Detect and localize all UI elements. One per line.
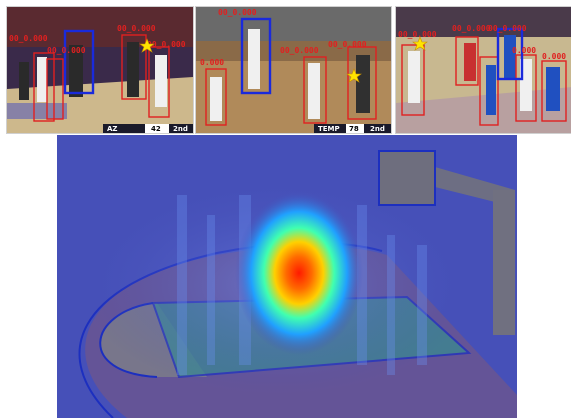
bbox-label: 00_0.000 (117, 24, 156, 33)
bbox-label: 0.000 (512, 46, 536, 55)
player-silhouettes (210, 29, 370, 121)
detection-box (401, 44, 425, 116)
bbox-label: 00_0.000 (328, 40, 367, 49)
scoreboard-team: AZ (107, 125, 118, 133)
frame-3-canvas: 00_0.000 00_0.000 00_0.000 0.000 0.000 (396, 7, 571, 133)
court-heatmap-canvas (57, 135, 517, 418)
highlight-box (240, 17, 272, 95)
backboard-post (493, 190, 515, 335)
bbox-label: 0.000 (542, 52, 566, 61)
scoreboard: TEMP 78 2nd (314, 124, 391, 133)
video-frame-2: 00_0.000 00_0.000 00_0.000 0.000 TEMP 78… (195, 6, 392, 134)
detection-box (205, 68, 227, 126)
detection-box (46, 58, 64, 120)
star-icon (139, 38, 155, 53)
scoreboard-score: 42 (151, 125, 161, 133)
backboard-panel (378, 150, 436, 206)
bbox-label: 00_0.000 (488, 24, 527, 33)
detection-box (303, 56, 327, 124)
scoreboard-period: 2nd (370, 125, 385, 133)
detection-box (479, 56, 499, 126)
detection-box (33, 52, 55, 122)
bbox-label: 00_0.000 (280, 46, 319, 55)
bbox-label: 00_0.000 (452, 24, 491, 33)
backboard (378, 150, 515, 335)
detection-box (541, 60, 567, 122)
frame-2-canvas: 00_0.000 00_0.000 00_0.000 0.000 TEMP 78… (196, 7, 391, 133)
scoreboard-period: 2nd (173, 125, 188, 133)
detection-box (148, 46, 170, 118)
frame-1-canvas: 00_0.000 00_0.000 00_0.000 00_0.000 AZ 4… (7, 7, 193, 133)
video-frame-1: 00_0.000 00_0.000 00_0.000 00_0.000 AZ 4… (6, 6, 194, 134)
bbox-label: 00_0.000 (218, 8, 257, 17)
scoreboard-team: TEMP (318, 125, 340, 133)
star-icon (346, 68, 362, 83)
detection-box (347, 46, 377, 120)
heatmap-hotspot (235, 191, 363, 355)
detection-box (121, 34, 147, 100)
bbox-label: 00_0.000 (398, 30, 437, 39)
player-silhouettes (19, 42, 167, 107)
bbox-label: 00_0.000 (147, 40, 186, 49)
player-silhouettes (408, 35, 560, 115)
scoreboard: AZ 42 2nd (103, 124, 193, 133)
highlight-box (63, 29, 95, 95)
star-icon (412, 36, 428, 51)
video-frame-3: 00_0.000 00_0.000 00_0.000 0.000 0.000 (395, 6, 571, 134)
bbox-label: 00_0.000 (9, 34, 48, 43)
bbox-label: 00_0.000 (47, 46, 86, 55)
highlight-box (496, 27, 524, 81)
bbox-label: 0.000 (200, 58, 224, 67)
detection-box (515, 54, 537, 122)
scoreboard-score: 78 (349, 125, 359, 133)
court-heatmap (57, 135, 517, 418)
detection-box (455, 36, 479, 86)
